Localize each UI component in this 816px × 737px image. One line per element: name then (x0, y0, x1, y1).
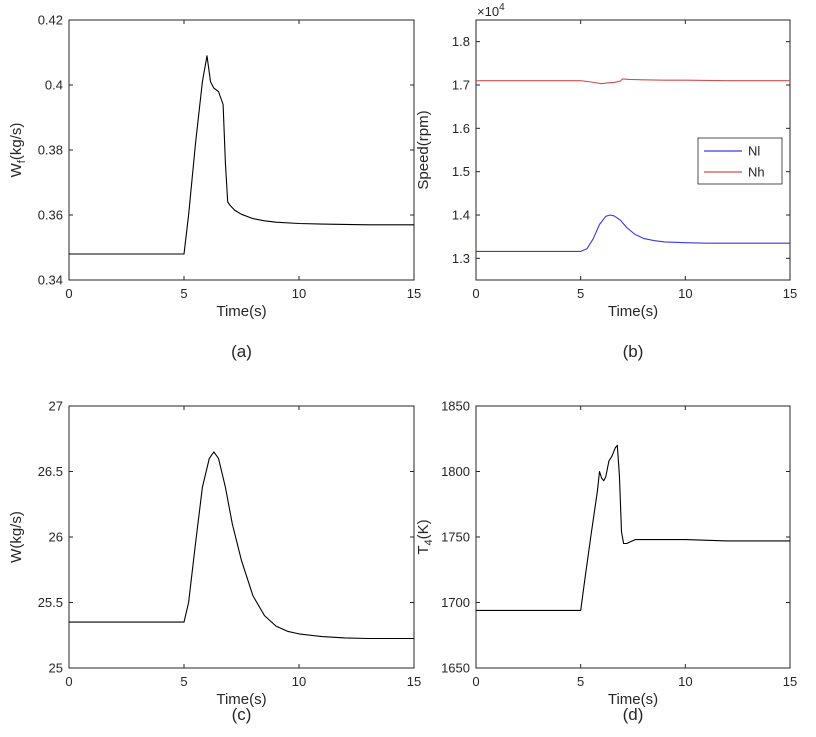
x-tick-label: 5 (577, 286, 584, 301)
y-axis-label-subscript: 4 (423, 539, 435, 545)
panel-a: 0 5 10 15 0.34 0.36 0.38 0.4 0.42 Time(s) Wf(kg/s)… (8, 13, 421, 362)
x-axis-label: Time(s) (608, 303, 658, 320)
x-tick-label: 5 (577, 674, 584, 689)
y-tick-label: 1.7 (452, 78, 470, 93)
y-tick-label: 26.5 (38, 464, 63, 479)
panel-caption: (d) (623, 705, 644, 724)
y-axis-label-main: W (8, 162, 25, 177)
y-tick-label: 0.38 (38, 143, 63, 158)
x-tick-label: 10 (292, 674, 306, 689)
axes-box (475, 405, 791, 669)
y-axis-label-subscript: f (16, 159, 28, 163)
x-tick-label: 0 (65, 286, 72, 301)
y-axis-label-main: W(kg/s) (8, 511, 25, 563)
x-tick-label: 0 (472, 286, 479, 301)
y-tick-label: 1.5 (452, 164, 470, 179)
y-axis-label-main: Speed(rpm) (415, 110, 432, 189)
y-tick-label: 1.4 (452, 208, 470, 223)
x-axis-label: Time(s) (216, 303, 266, 320)
x-tick-label: 5 (180, 286, 187, 301)
y-tick-label: 0.42 (38, 13, 63, 28)
y-axis-label-unit: (kg/s) (8, 123, 25, 161)
y-tick-label: 0.34 (38, 273, 63, 288)
series-line-nl (476, 214, 790, 252)
panel-caption: (c) (232, 705, 252, 724)
y-axis-label: W(kg/s) (8, 511, 25, 563)
legend-entry: Nh (748, 165, 765, 180)
series-line-data (69, 451, 414, 640)
y-tick-label: 1850 (441, 399, 470, 414)
axes-box (475, 19, 791, 281)
x-tick-label: 0 (65, 674, 72, 689)
y-tick-label: 0.36 (38, 208, 63, 223)
panel-d: 0 5 10 15 1650 1700 1750 1800 1850 Time(s) T4(K) (d… (415, 399, 797, 725)
x-tick-label: 15 (783, 674, 797, 689)
panel-caption: (a) (231, 342, 252, 361)
y-axis-label: Wf(kg/s) (8, 123, 28, 178)
x-axis-label: Time(s) (216, 691, 266, 708)
panel-b: 0 5 10 15 1.3 1.4 1.5 1.6 1.7 1.8 ×104 Time(s) Speed… (415, 2, 797, 361)
x-tick-label: 10 (678, 674, 692, 689)
y-axis-label: Speed(rpm) (415, 110, 432, 189)
y-tick-label: 1.6 (452, 121, 470, 136)
panel-c: 0 5 10 15 25 25.5 26 26.5 27 Time(s) W(kg/s) (c) (8, 399, 421, 725)
y-tick-label: 25 (49, 661, 63, 676)
y-tick-label: 27 (49, 399, 63, 414)
axes-box (68, 405, 415, 669)
y-tick-label: 1800 (441, 464, 470, 479)
series-line-data (69, 55, 414, 255)
x-tick-label: 15 (407, 674, 421, 689)
y-tick-label: 1750 (441, 530, 470, 545)
legend-entry: Nl (748, 144, 760, 159)
series-line-nh (476, 78, 790, 85)
y-tick-label: 1700 (441, 595, 470, 610)
y-tick-label: 26 (49, 530, 63, 545)
series-line-data (476, 444, 790, 611)
y-tick-label: 25.5 (38, 595, 63, 610)
x-tick-label: 0 (472, 674, 479, 689)
x-tick-label: 15 (407, 286, 421, 301)
panel-caption: (b) (623, 342, 644, 361)
x-axis-label: Time(s) (608, 691, 658, 708)
x-tick-label: 5 (180, 674, 187, 689)
y-axis-label-main: T (415, 545, 432, 554)
legend: Nl Nh (697, 137, 783, 185)
x-tick-label: 10 (678, 286, 692, 301)
y-tick-label: 1.8 (452, 34, 470, 49)
y-axis-label: T4(K) (415, 519, 435, 554)
y-tick-label: 1650 (441, 661, 470, 676)
y-tick-label: 1.3 (452, 251, 470, 266)
y-axis-exponent: ×104 (477, 2, 505, 19)
x-tick-label: 10 (292, 286, 306, 301)
legend-box (697, 137, 783, 185)
axes-box (68, 19, 415, 281)
x-tick-label: 15 (783, 286, 797, 301)
y-tick-label: 0.4 (45, 78, 63, 93)
y-axis-exponent-power: 4 (499, 2, 505, 13)
y-axis-label-unit: (K) (415, 519, 432, 539)
